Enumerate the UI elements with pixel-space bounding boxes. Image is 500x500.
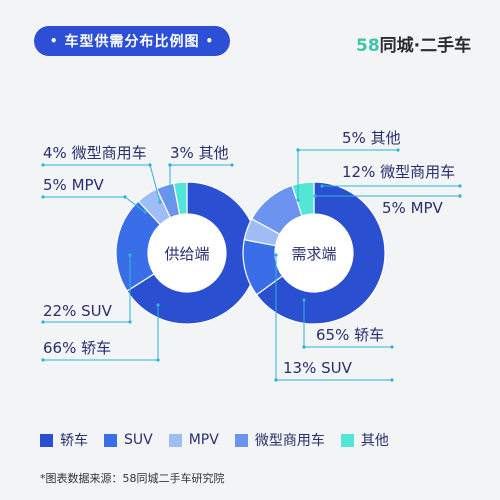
legend-item-suv: SUV xyxy=(104,430,153,450)
donut-supply-callout-micro-commercial: 4% 微型商用车 xyxy=(41,144,162,204)
data-source-note: *图表数据来源：58同城二手车研究院 xyxy=(40,472,225,485)
chart-title: 车型供需分布比例图 xyxy=(64,34,200,50)
brand-logo: 58同城·二手车 xyxy=(356,31,471,56)
title-dot-right: • xyxy=(205,34,215,48)
donut-supply-label-mpv: 5% MPV xyxy=(43,176,105,194)
donut-supply-label-micro-commercial: 4% 微型商用车 xyxy=(43,144,147,162)
donut-supply-callout-sedan: 66% 轿车 xyxy=(41,303,160,362)
brand-text: 同城·二手车 xyxy=(379,36,472,56)
legend-item-micro-commercial: 微型商用车 xyxy=(234,430,325,450)
brand-number: 58 xyxy=(356,36,380,56)
donut-supply-label-suv: 22% SUV xyxy=(43,302,113,320)
donut-demand-center-label: 需求端 xyxy=(291,245,336,263)
donut-supply-callout-mpv: 5% MPV xyxy=(41,176,147,214)
donut-supply-callout-other: 3% 其他 xyxy=(168,144,234,200)
donut-demand-label-mpv: 5% MPV xyxy=(382,199,444,217)
legend-label-mpv: MPV xyxy=(188,432,219,448)
legend-item-other: 其他 xyxy=(340,430,389,450)
chart-title-pill: • 车型供需分布比例图 • xyxy=(34,26,230,56)
donut-demand-callout-mpv: 5% MPV xyxy=(313,194,462,217)
donut-supply-label-sedan: 66% 轿车 xyxy=(43,339,111,357)
legend-swatch-suv xyxy=(104,433,117,447)
legend-label-sedan: 轿车 xyxy=(60,433,88,449)
legend-item-mpv: MPV xyxy=(168,430,219,450)
legend-item-sedan: 轿车 xyxy=(40,430,88,450)
legend-label-micro-commercial: 微型商用车 xyxy=(254,433,325,449)
legend-swatch-mpv xyxy=(168,433,182,447)
legend-swatch-other xyxy=(340,433,354,447)
donut-demand-callout-sedan: 65% 轿车 xyxy=(302,298,394,349)
donut-demand-label-other: 5% 其他 xyxy=(342,129,401,147)
title-dot-left: • xyxy=(49,34,59,48)
legend: 轿车 SUV MPV 微型商用车 其他 xyxy=(40,430,405,450)
legend-swatch-sedan xyxy=(40,433,53,447)
donut-demand-label-suv: 13% SUV xyxy=(283,359,353,377)
legend-label-other: 其他 xyxy=(360,433,389,449)
donut-demand-callout-micro-commercial: 12% 微型商用车 xyxy=(320,163,462,188)
donut-supply-hole xyxy=(148,214,226,292)
donut-demand-label-sedan: 65% 轿车 xyxy=(316,326,384,344)
donut-demand-hole xyxy=(275,214,353,292)
donut-demand-label-micro-commercial: 12% 微型商用车 xyxy=(342,163,455,181)
legend-label-suv: SUV xyxy=(124,432,153,448)
donut-supply-label-other: 3% 其他 xyxy=(170,144,229,162)
legend-swatch-micro-commercial xyxy=(234,433,248,447)
donut-supply-callout-suv: 22% SUV xyxy=(41,253,132,324)
donut-supply-center-label: 供给端 xyxy=(164,245,209,263)
donut-demand-callout-suv: 13% SUV xyxy=(274,253,394,382)
donut-demand-callout-other: 5% 其他 xyxy=(296,129,401,202)
